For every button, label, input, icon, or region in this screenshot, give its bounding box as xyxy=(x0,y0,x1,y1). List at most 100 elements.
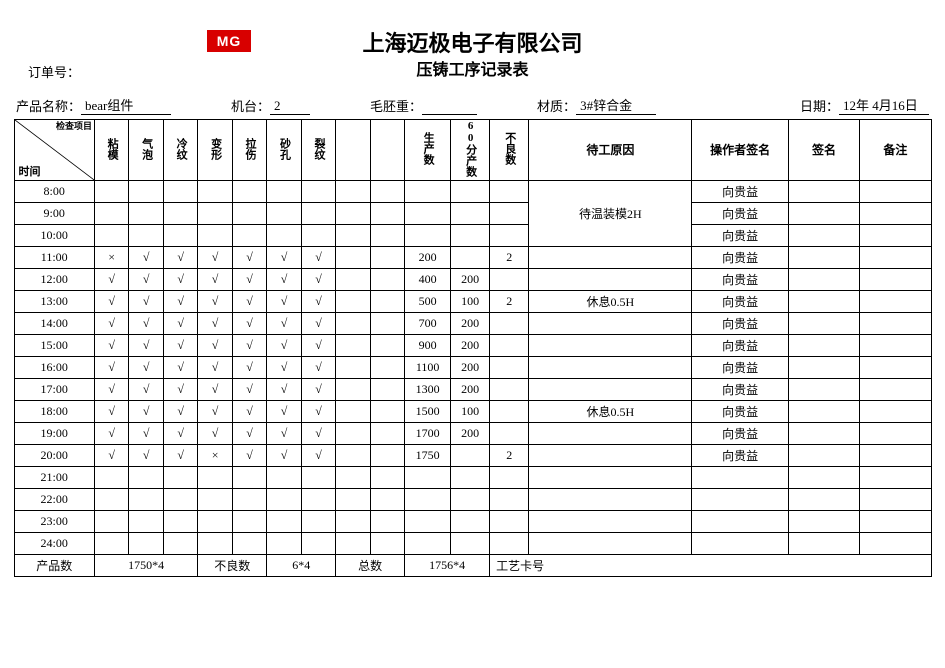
sign-cell xyxy=(788,401,859,423)
material-label: 材质： xyxy=(537,96,576,115)
data-cell xyxy=(336,181,370,203)
data-cell xyxy=(232,181,266,203)
reason-cell xyxy=(529,445,692,467)
data-cell: √ xyxy=(232,247,266,269)
data-cell: √ xyxy=(163,291,197,313)
time-cell: 15:00 xyxy=(14,335,94,357)
data-cell: √ xyxy=(232,445,266,467)
machine-value: 2 xyxy=(270,98,310,115)
time-cell: 24:00 xyxy=(14,533,94,555)
time-cell: 18:00 xyxy=(14,401,94,423)
data-cell xyxy=(451,511,490,533)
data-cell: √ xyxy=(129,335,163,357)
col-header: 冷纹 xyxy=(163,120,197,181)
date-label: 日期： xyxy=(800,96,839,115)
data-cell xyxy=(490,423,529,445)
data-cell: √ xyxy=(94,379,128,401)
data-cell xyxy=(94,489,128,511)
data-cell: 100 xyxy=(451,291,490,313)
data-cell xyxy=(232,533,266,555)
col-header: 生产数 xyxy=(405,120,451,181)
data-cell xyxy=(405,489,451,511)
data-cell: 200 xyxy=(451,423,490,445)
data-cell: √ xyxy=(301,401,335,423)
data-cell xyxy=(232,511,266,533)
data-cell: √ xyxy=(301,423,335,445)
data-cell: 200 xyxy=(451,335,490,357)
table-header-row: 检查项目时间粘模气泡冷纹变形拉伤砂孔裂纹生产数60分产数不良数待工原因操作者签名… xyxy=(14,120,931,181)
data-cell xyxy=(336,269,370,291)
data-cell xyxy=(267,489,301,511)
card-label: 工艺卡号 xyxy=(490,555,931,577)
remark-cell xyxy=(860,423,931,445)
data-cell: √ xyxy=(232,313,266,335)
data-cell xyxy=(490,511,529,533)
data-cell: × xyxy=(198,445,232,467)
data-cell xyxy=(336,203,370,225)
remark-cell xyxy=(860,335,931,357)
data-cell xyxy=(370,181,404,203)
data-cell xyxy=(163,203,197,225)
data-cell: √ xyxy=(129,357,163,379)
op-cell: 向贵益 xyxy=(692,357,789,379)
data-cell xyxy=(370,225,404,247)
summary-row: 产品数 1750*4 不良数 6*4 总数 1756*4 工艺卡号 xyxy=(14,555,931,577)
data-cell: √ xyxy=(232,401,266,423)
date-value: 12年 4月16日 xyxy=(839,95,929,115)
op-cell: 向贵益 xyxy=(692,423,789,445)
data-cell xyxy=(370,423,404,445)
data-cell xyxy=(370,533,404,555)
data-cell: √ xyxy=(129,401,163,423)
data-cell xyxy=(301,225,335,247)
data-cell: √ xyxy=(232,379,266,401)
table-row: 10:00向贵益 xyxy=(14,225,931,247)
table-row: 8:00待温装模2H向贵益 xyxy=(14,181,931,203)
time-cell: 14:00 xyxy=(14,313,94,335)
sign-cell xyxy=(788,269,859,291)
data-cell xyxy=(336,313,370,335)
data-cell: √ xyxy=(163,379,197,401)
company-name: 上海迈极电子有限公司 xyxy=(12,26,933,58)
reason-cell xyxy=(529,423,692,445)
remark-cell xyxy=(860,313,931,335)
data-cell xyxy=(370,203,404,225)
op-cell: 向贵益 xyxy=(692,269,789,291)
data-cell xyxy=(336,401,370,423)
time-cell: 19:00 xyxy=(14,423,94,445)
data-cell: 200 xyxy=(405,247,451,269)
data-cell: √ xyxy=(267,313,301,335)
col-header: 操作者签名 xyxy=(692,120,789,181)
data-cell xyxy=(267,181,301,203)
reason-cell xyxy=(529,313,692,335)
data-cell: √ xyxy=(232,357,266,379)
data-cell xyxy=(451,203,490,225)
data-cell xyxy=(490,401,529,423)
data-cell xyxy=(129,467,163,489)
data-cell: 1100 xyxy=(405,357,451,379)
sign-cell xyxy=(788,379,859,401)
data-cell: √ xyxy=(301,335,335,357)
op-cell: 向贵益 xyxy=(692,291,789,313)
data-cell xyxy=(336,423,370,445)
data-cell xyxy=(370,357,404,379)
sign-cell xyxy=(788,291,859,313)
data-cell: √ xyxy=(129,445,163,467)
col-header xyxy=(370,120,404,181)
data-cell xyxy=(451,533,490,555)
data-cell xyxy=(405,533,451,555)
data-cell: × xyxy=(94,247,128,269)
data-cell: √ xyxy=(163,269,197,291)
sign-cell xyxy=(788,423,859,445)
data-cell: √ xyxy=(198,335,232,357)
data-cell xyxy=(336,291,370,313)
reason-cell: 休息0.5H xyxy=(529,291,692,313)
data-cell xyxy=(301,181,335,203)
time-cell: 13:00 xyxy=(14,291,94,313)
data-cell xyxy=(490,533,529,555)
remark-cell xyxy=(860,445,931,467)
data-cell: 400 xyxy=(405,269,451,291)
data-cell: √ xyxy=(198,291,232,313)
data-cell xyxy=(336,445,370,467)
data-cell: 1500 xyxy=(405,401,451,423)
data-cell xyxy=(267,225,301,247)
